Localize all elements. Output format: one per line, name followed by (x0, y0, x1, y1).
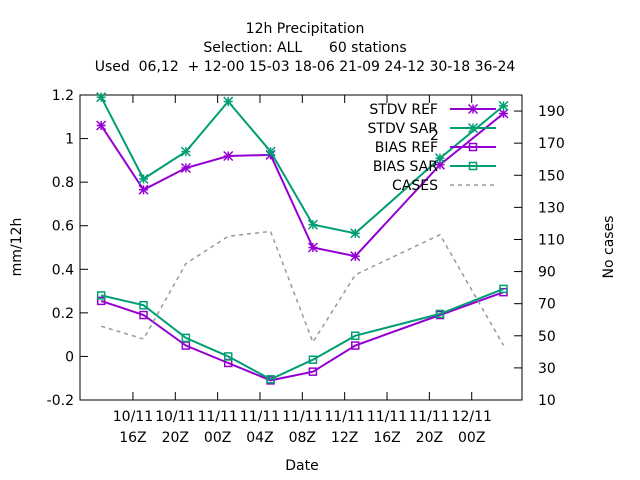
data-point (351, 341, 360, 350)
x-tick-label: 00Z (458, 430, 485, 446)
legend-label: STDV SAR (368, 121, 439, 137)
x-tick-label: 16Z (119, 430, 146, 446)
y-tick-label: 0.6 (52, 219, 74, 235)
x-tick-label: 10/11 (155, 409, 195, 425)
series-stdv-ref (96, 108, 509, 262)
chart-title: 12h Precipitation (246, 21, 365, 37)
x-tick-label: 11/11 (240, 409, 280, 425)
y-axis-label: mm/12h (9, 218, 25, 277)
series-bias-ref (96, 287, 508, 385)
chart-subtitle-1: Selection: ALL 60 stations (203, 40, 406, 56)
series-line (100, 287, 504, 381)
y2-axis-label: No cases (601, 216, 617, 279)
data-point (308, 355, 318, 364)
y-tick-label: 1 (65, 132, 74, 148)
series-line (100, 230, 505, 346)
data-point (351, 331, 360, 340)
data-point (181, 333, 191, 343)
x-tick-label: 10/11 (113, 409, 153, 425)
series-line (100, 112, 505, 258)
plot-border (79, 94, 523, 401)
chart-subtitle-2: Used 06,12 + 12-00 15-03 18-06 21-09 24-… (95, 59, 516, 75)
y-tick-label: 1.2 (52, 88, 74, 104)
x-tick-label: 00Z (204, 430, 231, 446)
y2-tick-label: 190 (538, 104, 565, 120)
series-cases (100, 230, 505, 346)
data-point (266, 375, 275, 384)
x-tick-label: 04Z (246, 430, 273, 446)
series-bias-sar (96, 284, 508, 384)
y2-tick-label: 150 (538, 168, 565, 184)
data-point (435, 309, 445, 319)
y-tick-label: 0 (65, 349, 74, 365)
legend-marker (468, 161, 478, 171)
y-tick-label: 0.4 (52, 262, 74, 278)
y2-tick-label: 70 (538, 297, 556, 313)
data-point (139, 300, 148, 310)
legend-label-subscript: 2 (430, 128, 439, 144)
y-tick-label: -0.2 (47, 393, 74, 409)
legend-marker (468, 142, 478, 152)
x-tick-label: 12/11 (452, 409, 492, 425)
legend-label: CASES (392, 178, 438, 194)
x-tick-label: 20Z (162, 430, 189, 446)
data-point (223, 352, 233, 361)
data-point (96, 296, 106, 306)
y2-tick-label: 130 (538, 200, 565, 216)
data-point (499, 284, 508, 294)
y2-tick-label: 50 (538, 329, 556, 345)
y2-tick-label: 170 (538, 136, 565, 152)
legend-label: BIAS REF (375, 140, 438, 156)
x-tick-label: 16Z (373, 430, 400, 446)
x-tick-label: 11/11 (409, 409, 449, 425)
x-tick-label: 08Z (289, 430, 316, 446)
data-point (96, 291, 106, 300)
y-tick-label: 0.8 (52, 175, 74, 191)
x-tick-label: 12Z (331, 430, 358, 446)
data-point (139, 310, 148, 320)
data-point (308, 367, 318, 376)
x-axis-label: Date (285, 458, 318, 474)
y2-tick-label: 10 (538, 393, 556, 409)
x-tick-label: 11/11 (197, 409, 237, 425)
y2-tick-label: 30 (538, 361, 556, 377)
y2-tick-label: 110 (538, 232, 565, 248)
x-tick-label: 11/11 (367, 409, 407, 425)
plot-area: -0.2 0 0.2 0.4 0.6 0.8 1 1.2 10 30 50 70 90 110 130 150… (47, 88, 565, 446)
x-tick-label: 20Z (416, 430, 443, 446)
x-tick-label: 11/11 (324, 409, 364, 425)
y2-tick-label: 90 (538, 265, 556, 281)
legend-label: BIAS SAR (373, 159, 438, 175)
x-tick-label: 11/11 (282, 409, 322, 425)
y-tick-label: 0.2 (52, 306, 74, 322)
legend-label: STDV REF (369, 102, 438, 118)
series-stdv-sar (96, 92, 509, 239)
